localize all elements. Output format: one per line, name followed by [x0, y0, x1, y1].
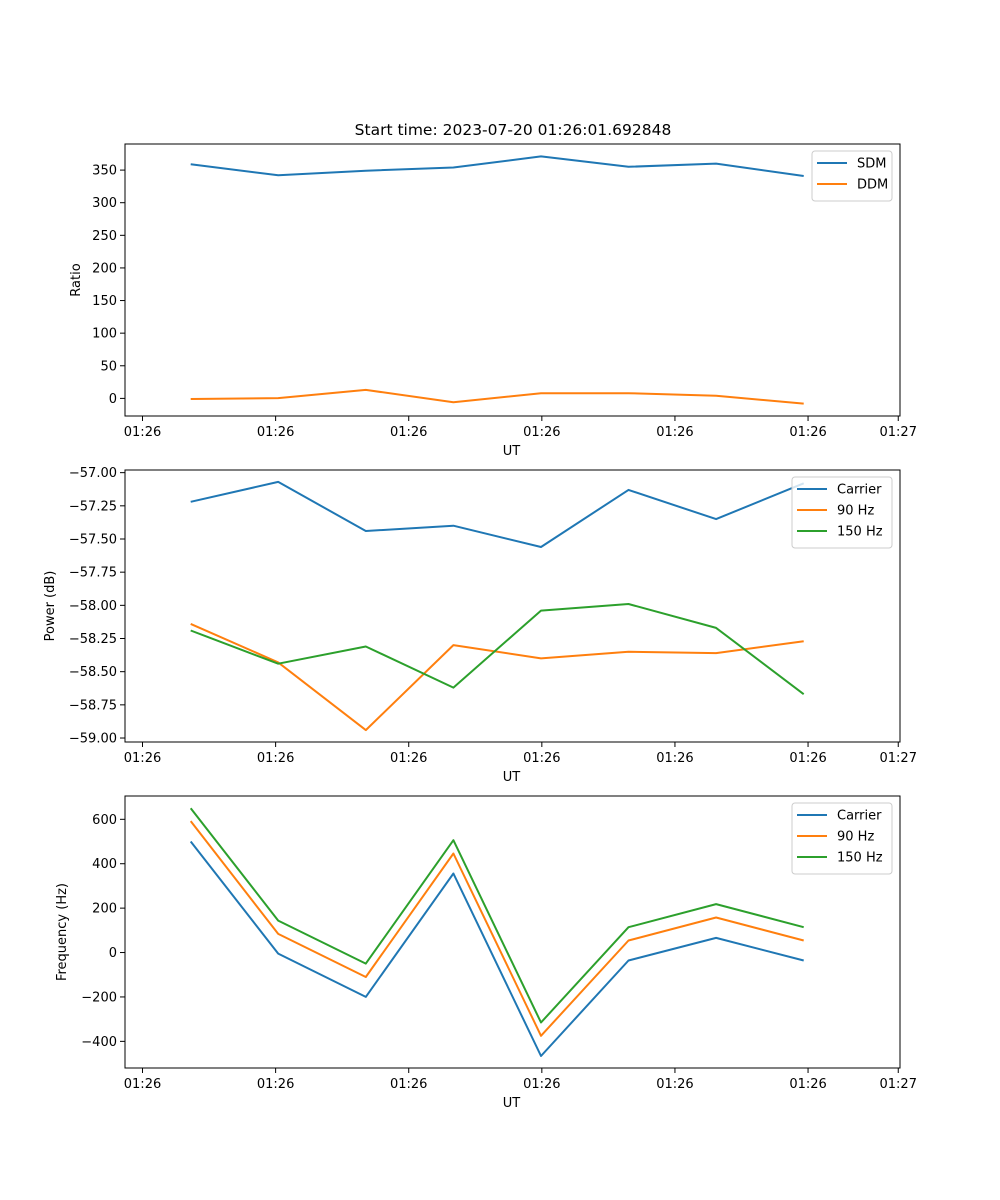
- y-tick-label: −57.25: [69, 499, 117, 514]
- y-axis-label: Ratio: [69, 263, 84, 296]
- x-tick-label: 01:26: [124, 425, 161, 440]
- x-tick-label: 01:26: [257, 425, 294, 440]
- chart-title: Start time: 2023-07-20 01:26:01.692848: [355, 121, 672, 139]
- series-line-90-hz: [189, 820, 804, 1037]
- y-axis-label: Frequency (Hz): [55, 883, 70, 981]
- x-tick-label: 01:27: [880, 751, 917, 766]
- axes-frame: [124, 469, 901, 743]
- axes-frame: [124, 795, 901, 1069]
- series-line-carrier: [190, 480, 805, 548]
- x-tick-label: 01:26: [390, 425, 427, 440]
- x-tick-label: 01:26: [257, 1077, 294, 1092]
- axes-3: 01:26 01:26 01:26 01:26 01:26 01:26 01:27 −400 −…: [55, 795, 917, 1111]
- x-tick-label: 01:26: [257, 751, 294, 766]
- y-tick-label: 600: [92, 813, 117, 828]
- x-tick-label: 01:26: [656, 751, 693, 766]
- series-line-90-hz: [190, 622, 804, 732]
- x-tick-label: 01:26: [390, 751, 427, 766]
- y-tick-label: 100: [92, 327, 117, 342]
- x-tick-label: 01:26: [789, 1077, 826, 1092]
- y-tick-label: −58.25: [69, 632, 117, 647]
- y-axis-label: Power (dB): [43, 571, 58, 642]
- legend-label: SDM: [857, 157, 886, 172]
- series-line-sdm: [190, 155, 804, 177]
- y-tick-label: 200: [92, 902, 117, 917]
- x-tick-label: 01:26: [390, 1077, 427, 1092]
- y-tick-label: −58.75: [69, 698, 117, 713]
- x-tick-label: 01:26: [789, 425, 826, 440]
- y-tick-label: 300: [92, 196, 117, 211]
- y-tick-label: 200: [92, 261, 117, 276]
- x-tick-label: 01:26: [124, 751, 161, 766]
- y-tick-label: −57.75: [69, 566, 117, 581]
- series-line-150-hz: [190, 603, 805, 695]
- legend-label: 90 Hz: [837, 504, 874, 519]
- axes-2: 01:26 01:26 01:26 01:26 01:26 01:26 01:27 −57.0…: [43, 466, 917, 785]
- y-tick-label: −200: [81, 990, 117, 1005]
- legend-label: 150 Hz: [837, 851, 883, 866]
- legend: SDM DDM: [811, 150, 893, 202]
- y-tick-label: −58.50: [69, 665, 117, 680]
- series-line-150-hz: [189, 807, 804, 1024]
- legend-label: DDM: [857, 178, 888, 193]
- y-tick-label: 150: [92, 294, 117, 309]
- legend-label: 90 Hz: [837, 830, 874, 845]
- y-tick-label: −59.00: [69, 732, 117, 747]
- axes-1: 01:26 01:26 01:26 01:26 01:26 01:26 01:27 0 50 10…: [69, 143, 917, 459]
- y-tick-label: −57.00: [69, 466, 117, 481]
- y-tick-label: 0: [109, 946, 117, 961]
- y-tick-label: −400: [81, 1035, 117, 1050]
- x-axis-label: UT: [503, 1096, 521, 1111]
- x-tick-label: 01:26: [656, 425, 693, 440]
- legend-label: Carrier: [837, 809, 882, 824]
- y-tick-label: 400: [92, 857, 117, 872]
- y-tick-label: 250: [92, 229, 117, 244]
- legend: Carrier 90 Hz 150 Hz: [791, 802, 893, 875]
- y-tick-label: −57.50: [69, 532, 117, 547]
- x-tick-label: 01:27: [880, 1077, 917, 1092]
- y-tick-label: −58.00: [69, 599, 117, 614]
- legend-label: 150 Hz: [837, 525, 883, 540]
- x-axis-label: UT: [503, 770, 521, 785]
- legend-label: Carrier: [837, 483, 882, 498]
- y-tick-label: 0: [109, 392, 117, 407]
- y-tick-label: 50: [100, 359, 117, 374]
- axes-frame: [124, 143, 901, 417]
- x-tick-label: 01:27: [880, 425, 917, 440]
- legend: Carrier 90 Hz 150 Hz: [791, 476, 893, 549]
- x-tick-label: 01:26: [523, 751, 560, 766]
- x-tick-label: 01:26: [523, 425, 560, 440]
- x-tick-label: 01:26: [656, 1077, 693, 1092]
- x-tick-label: 01:26: [124, 1077, 161, 1092]
- x-tick-label: 01:26: [789, 751, 826, 766]
- x-tick-label: 01:26: [523, 1077, 560, 1092]
- series-line-carrier: [189, 840, 804, 1057]
- series-line-ddm: [190, 388, 804, 405]
- x-axis-label: UT: [503, 444, 521, 459]
- y-tick-label: 350: [92, 164, 117, 179]
